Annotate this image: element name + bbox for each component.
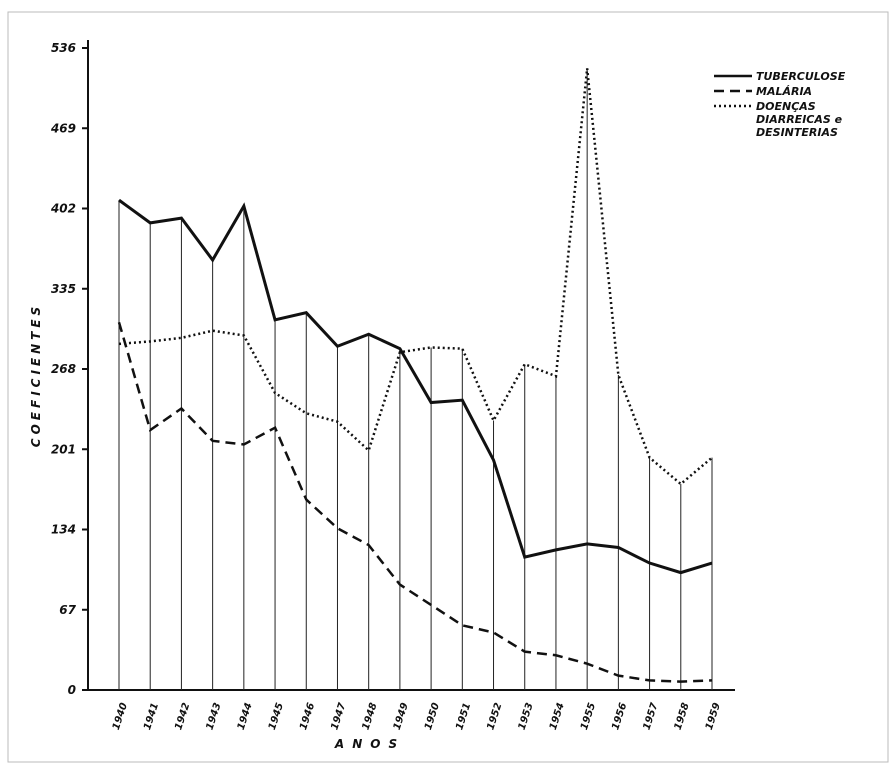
x-tick-label: 1948 [361, 701, 380, 731]
x-axis-label: ANOS [334, 737, 405, 751]
legend-label: MALÁRIA [756, 85, 813, 98]
legend-swatch [714, 89, 752, 93]
legend-swatch [714, 74, 752, 78]
x-tick-label: 1958 [673, 701, 692, 731]
y-axis-label: COEFICIENTES [29, 303, 43, 447]
y-tick-label: 201 [51, 442, 76, 456]
x-tick-label: 1943 [205, 701, 224, 731]
x-tick-label: 1940 [111, 701, 130, 731]
x-tick-label: 1942 [173, 701, 192, 731]
legend-item: MALÁRIA [712, 85, 882, 98]
frame [7, 11, 889, 763]
y-tick-label: 469 [50, 121, 76, 135]
x-tick-label: 1941 [142, 702, 161, 732]
y-tick-label: 268 [51, 362, 76, 376]
y-tick-label: 67 [59, 603, 76, 617]
x-tick-label: 1946 [298, 701, 317, 731]
y-tick-label: 402 [50, 202, 76, 216]
x-tick-label: 1955 [579, 701, 598, 731]
x-tick-label: 1949 [392, 701, 411, 731]
y-tick-label: 134 [51, 523, 76, 537]
x-tick-label: 1956 [610, 701, 629, 731]
x-tick-label: 1947 [329, 701, 348, 731]
x-tick-label: 1953 [517, 701, 536, 731]
x-tick-label: 1951 [454, 702, 473, 732]
y-tick-label: 335 [51, 282, 76, 296]
y-tick-label: 536 [51, 41, 76, 55]
legend-item: DOENÇAS DIARREICAS e DESINTERIAS [712, 100, 882, 139]
legend-swatch [714, 104, 752, 108]
x-tick-label: 1952 [485, 701, 504, 731]
series-line [118, 68, 713, 486]
series-line [117, 321, 713, 683]
x-tick-label: 1957 [641, 701, 660, 731]
x-tick-label: 1954 [548, 701, 567, 731]
y-tick-label: 0 [68, 683, 76, 697]
legend-label: DOENÇAS DIARREICAS e DESINTERIAS [756, 100, 843, 139]
legend: TUBERCULOSE MALÁRIA DOENÇAS DIARREICAS e D… [712, 70, 882, 141]
x-tick-label: 1945 [267, 701, 286, 731]
x-tick-label: 1950 [423, 701, 442, 731]
series-line [118, 198, 713, 575]
legend-label: TUBERCULOSE [756, 70, 846, 83]
x-tick-label: 1944 [236, 701, 255, 731]
x-tick-label: 1959 [704, 701, 723, 731]
legend-item: TUBERCULOSE [712, 70, 882, 83]
